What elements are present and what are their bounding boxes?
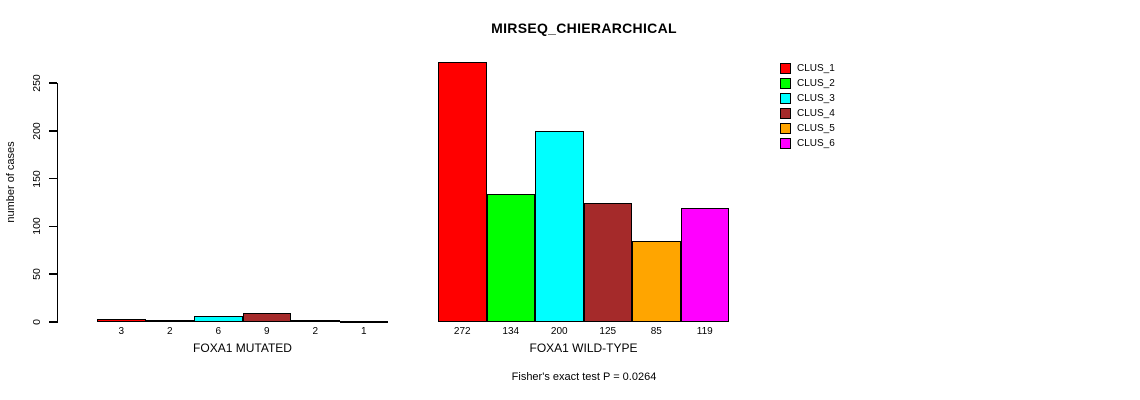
bar-value-label: 9	[263, 326, 270, 337]
fisher-test-annotation: Fisher's exact test P = 0.0264	[511, 371, 657, 383]
y-tick-label-text: 100	[31, 217, 43, 236]
bar-value-label: 85	[650, 326, 662, 337]
y-tick	[49, 225, 57, 228]
bar-foxa1-wild-type-clus_1	[438, 61, 487, 322]
bar-foxa1-mutated-clus_5	[291, 320, 340, 323]
y-axis-title-text: number of cases	[5, 141, 17, 223]
legend-row-clus_6: CLUS_6	[780, 136, 835, 151]
legend-row-clus_1: CLUS_1	[780, 61, 835, 76]
y-tick-label-text: 250	[31, 74, 43, 92]
y-tick	[49, 273, 57, 275]
bar-foxa1-wild-type-clus_6	[680, 208, 729, 322]
bar-value-label: 200	[550, 326, 568, 337]
y-tick	[49, 177, 57, 180]
legend-label: CLUS_1	[797, 63, 835, 74]
bar-value-label: 6	[215, 326, 222, 337]
y-tick	[49, 321, 57, 323]
bar-foxa1-mutated-clus_2	[145, 320, 194, 323]
y-tick	[49, 130, 57, 132]
legend-label: CLUS_6	[797, 138, 835, 149]
bar-value-label: 2	[312, 326, 319, 337]
legend-row-clus_4: CLUS_4	[780, 106, 835, 121]
bar-value-label: 3	[118, 326, 125, 337]
bar-foxa1-wild-type-clus_3	[535, 130, 584, 322]
legend-row-clus_5: CLUS_5	[780, 121, 835, 136]
legend-swatch-clus_3	[780, 93, 791, 104]
bar-value-label: 272	[453, 326, 471, 337]
bar-foxa1-wild-type-clus_4	[583, 202, 632, 322]
bar-value-label: 1	[360, 326, 367, 337]
legend-label: CLUS_3	[797, 93, 835, 104]
y-tick-label-text: 0	[31, 319, 43, 325]
bar-foxa1-mutated-clus_1	[97, 319, 146, 322]
group-label-foxa1-mutated: FOXA1 MUTATED	[193, 341, 292, 355]
legend-label: CLUS_2	[797, 78, 835, 89]
legend-row-clus_2: CLUS_2	[780, 76, 835, 91]
bar-foxa1-mutated-clus_4	[242, 313, 291, 322]
bar-foxa1-wild-type-clus_5	[632, 240, 681, 322]
legend-label: CLUS_4	[797, 108, 835, 119]
y-tick-label-text: 50	[31, 268, 43, 281]
y-tick	[49, 82, 57, 84]
legend-swatch-clus_4	[780, 108, 791, 119]
bar-foxa1-wild-type-clus_2	[486, 193, 535, 322]
bar-foxa1-mutated-clus_3	[194, 316, 243, 322]
legend-swatch-clus_1	[780, 63, 791, 74]
bar-foxa1-mutated-clus_6	[339, 320, 388, 323]
bar-value-label: 2	[166, 326, 173, 337]
bar-value-label: 119	[696, 326, 713, 337]
y-tick-label-text: 150	[31, 169, 43, 188]
group-label-foxa1-wild-type: FOXA1 WILD-TYPE	[529, 341, 638, 355]
legend-swatch-clus_2	[780, 78, 791, 89]
y-axis-line	[56, 82, 58, 323]
legend-label: CLUS_5	[797, 123, 835, 134]
legend-swatch-clus_5	[780, 123, 791, 134]
legend: CLUS_1 CLUS_2 CLUS_3 CLUS_4 CLUS_5 CLUS_6	[780, 61, 835, 151]
legend-swatch-clus_6	[780, 138, 791, 149]
bar-value-label: 125	[599, 326, 617, 337]
legend-row-clus_3: CLUS_3	[780, 91, 835, 106]
bar-value-label: 134	[502, 326, 520, 337]
y-tick-label-text: 200	[31, 122, 43, 140]
chart-title: MIRSEQ_CHIERARCHICAL	[491, 20, 677, 36]
